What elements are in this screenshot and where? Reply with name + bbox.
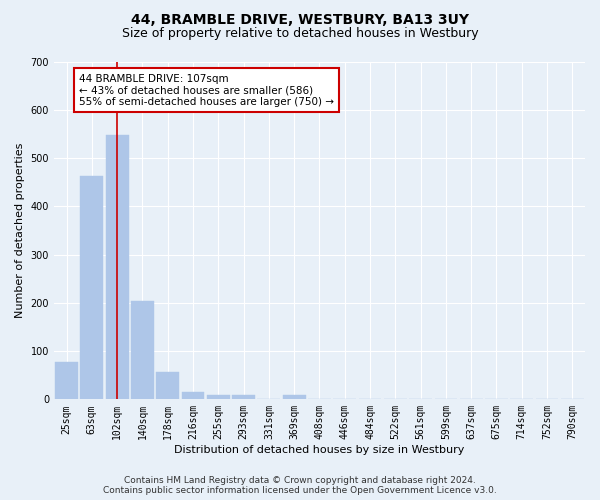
Text: 44, BRAMBLE DRIVE, WESTBURY, BA13 3UY: 44, BRAMBLE DRIVE, WESTBURY, BA13 3UY (131, 12, 469, 26)
X-axis label: Distribution of detached houses by size in Westbury: Distribution of detached houses by size … (174, 445, 464, 455)
Bar (80, 176, 103, 400)
Bar (207, 394, 230, 400)
Bar (182, 392, 205, 400)
Bar (131, 302, 154, 400)
Text: Contains HM Land Registry data © Crown copyright and database right 2024.
Contai: Contains HM Land Registry data © Crown c… (103, 476, 497, 495)
Y-axis label: Number of detached properties: Number of detached properties (15, 142, 25, 318)
Text: 44 BRAMBLE DRIVE: 107sqm
← 43% of detached houses are smaller (586)
55% of semi-: 44 BRAMBLE DRIVE: 107sqm ← 43% of detach… (79, 74, 334, 107)
Bar (55, 362, 78, 400)
Bar (106, 135, 128, 400)
Text: Size of property relative to detached houses in Westbury: Size of property relative to detached ho… (122, 28, 478, 40)
Bar (157, 372, 179, 400)
Bar (283, 395, 305, 400)
Bar (232, 396, 255, 400)
